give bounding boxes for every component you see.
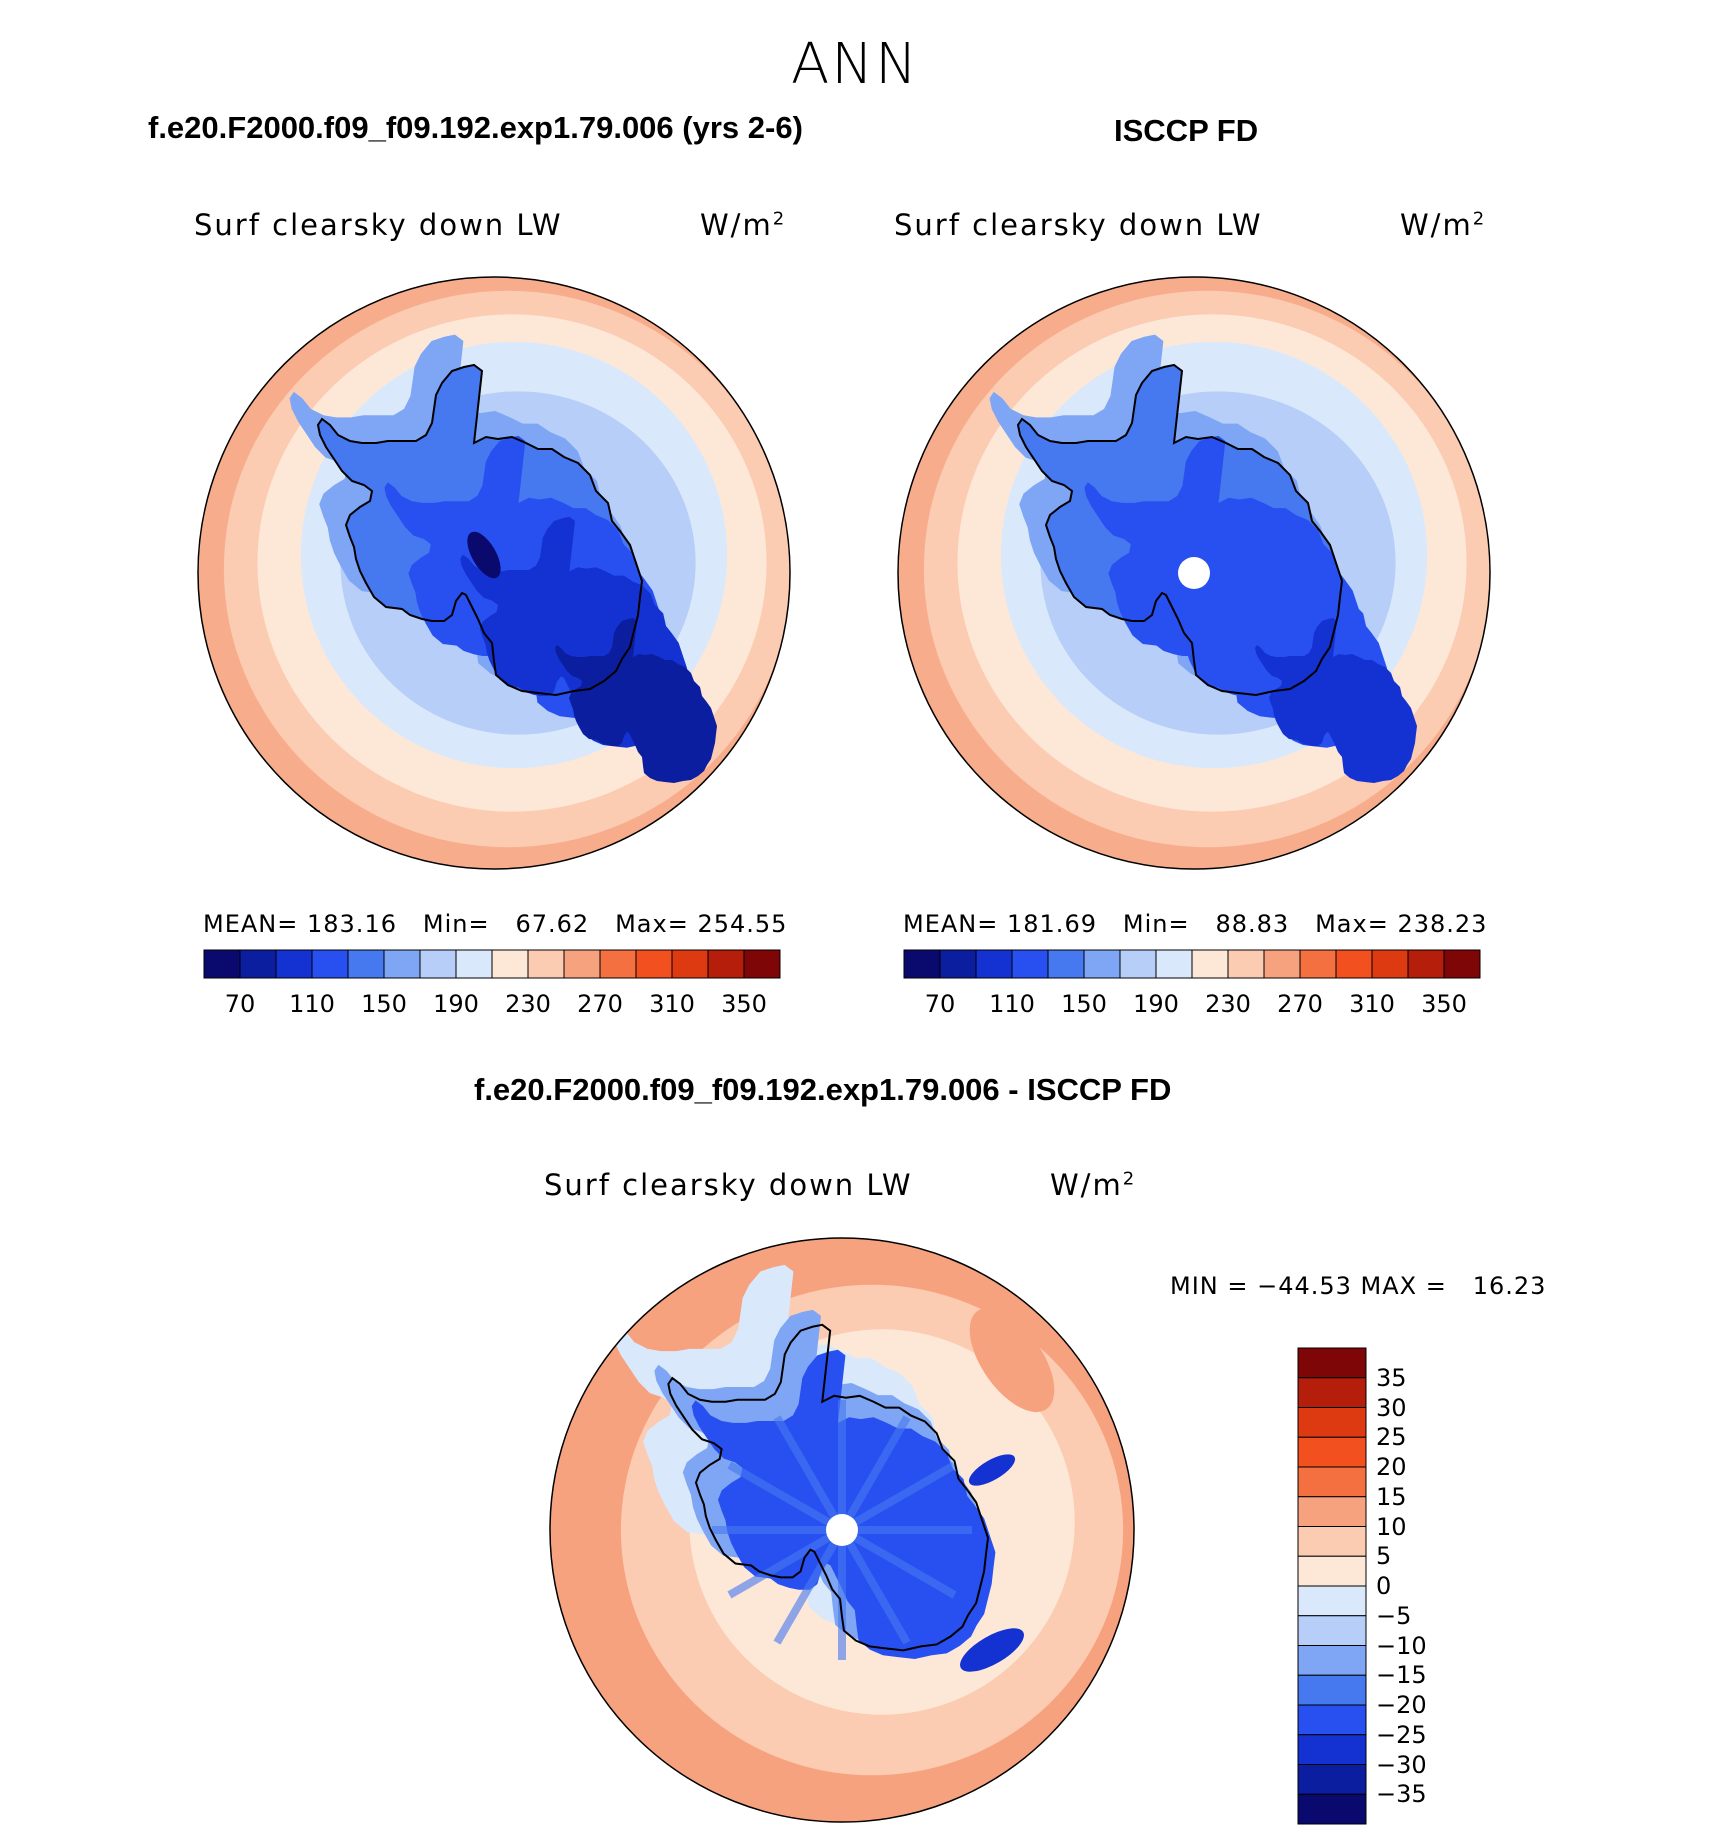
diff-panel-minmax: MIN = −44.53 MAX = 16.23 [1170, 1272, 1547, 1300]
colorbar-tick-label: −30 [1376, 1750, 1427, 1779]
colorbar-tick-label: 10 [1376, 1512, 1407, 1541]
colorbar-tick-label: 150 [1061, 990, 1107, 1018]
colorbar-tick-label: 25 [1376, 1423, 1407, 1452]
colorbar-tick-label: 150 [361, 990, 407, 1018]
colorbar-tick-label: 15 [1376, 1482, 1407, 1511]
panel-1-heading: f.e20.F2000.f09_f09.192.exp1.79.006 (yrs… [148, 110, 803, 145]
colorbar-tick-label: 110 [989, 990, 1035, 1018]
panel-2-units: W/m2 [1400, 208, 1487, 242]
colorbar-tick-label: 310 [649, 990, 695, 1018]
diff-panel-units: W/m2 [1050, 1168, 1137, 1202]
colorbar-tick-label: 230 [1205, 990, 1251, 1018]
panel-2-polar-map [897, 276, 1491, 870]
colorbar-tick-label: 350 [1421, 990, 1467, 1018]
colorbar-tick-label: 20 [1376, 1453, 1407, 1481]
colorbar-tick-label: −25 [1376, 1720, 1427, 1749]
colorbar-tick-label: −10 [1376, 1631, 1427, 1660]
panel-1-polar-map [197, 276, 791, 870]
main-title: ANN [790, 32, 920, 97]
diff-panel-heading: f.e20.F2000.f09_f09.192.exp1.79.006 - IS… [474, 1072, 1172, 1107]
diff-panel-variable-label: Surf clearsky down LW [544, 1168, 913, 1202]
colorbar-tick-label: 30 [1376, 1393, 1407, 1422]
colorbar-tick-label: 5 [1376, 1542, 1392, 1571]
panel-1-units: W/m2 [700, 208, 787, 242]
colorbar-tick-label: 310 [1349, 990, 1395, 1018]
panel-2-colorbar [903, 949, 1481, 979]
panel-2-heading: ISCCP FD [1114, 113, 1259, 148]
colorbar-tick-label: −35 [1376, 1780, 1427, 1809]
colorbar-tick-label: 35 [1376, 1363, 1407, 1392]
colorbar-tick-label: 190 [1133, 990, 1179, 1018]
panel-2-variable-label: Surf clearsky down LW [894, 208, 1263, 242]
colorbar-tick-label: 270 [577, 990, 623, 1018]
colorbar-tick-label: 230 [505, 990, 551, 1018]
colorbar-tick-label: 350 [721, 990, 767, 1018]
diff-panel-colorbar [1297, 1347, 1367, 1825]
colorbar-tick-label: 190 [433, 990, 479, 1018]
diff-panel-polar-map [549, 1237, 1135, 1823]
colorbar-tick-label: 70 [924, 990, 956, 1018]
colorbar-tick-label: 70 [224, 990, 256, 1018]
colorbar-tick-label: −15 [1376, 1661, 1427, 1690]
colorbar-tick-label: 0 [1376, 1572, 1392, 1600]
colorbar-tick-label: 270 [1277, 990, 1323, 1018]
colorbar-tick-label: −5 [1376, 1601, 1412, 1630]
panel-2-stats: MEAN= 181.69 Min= 88.83 Max= 238.23 [903, 910, 1488, 938]
colorbar-tick-label: −20 [1376, 1691, 1427, 1719]
panel-1-variable-label: Surf clearsky down LW [194, 208, 563, 242]
colorbar-tick-label: 110 [289, 990, 335, 1018]
panel-1-stats: MEAN= 183.16 Min= 67.62 Max= 254.55 [203, 910, 788, 938]
panel-1-colorbar [203, 949, 781, 979]
